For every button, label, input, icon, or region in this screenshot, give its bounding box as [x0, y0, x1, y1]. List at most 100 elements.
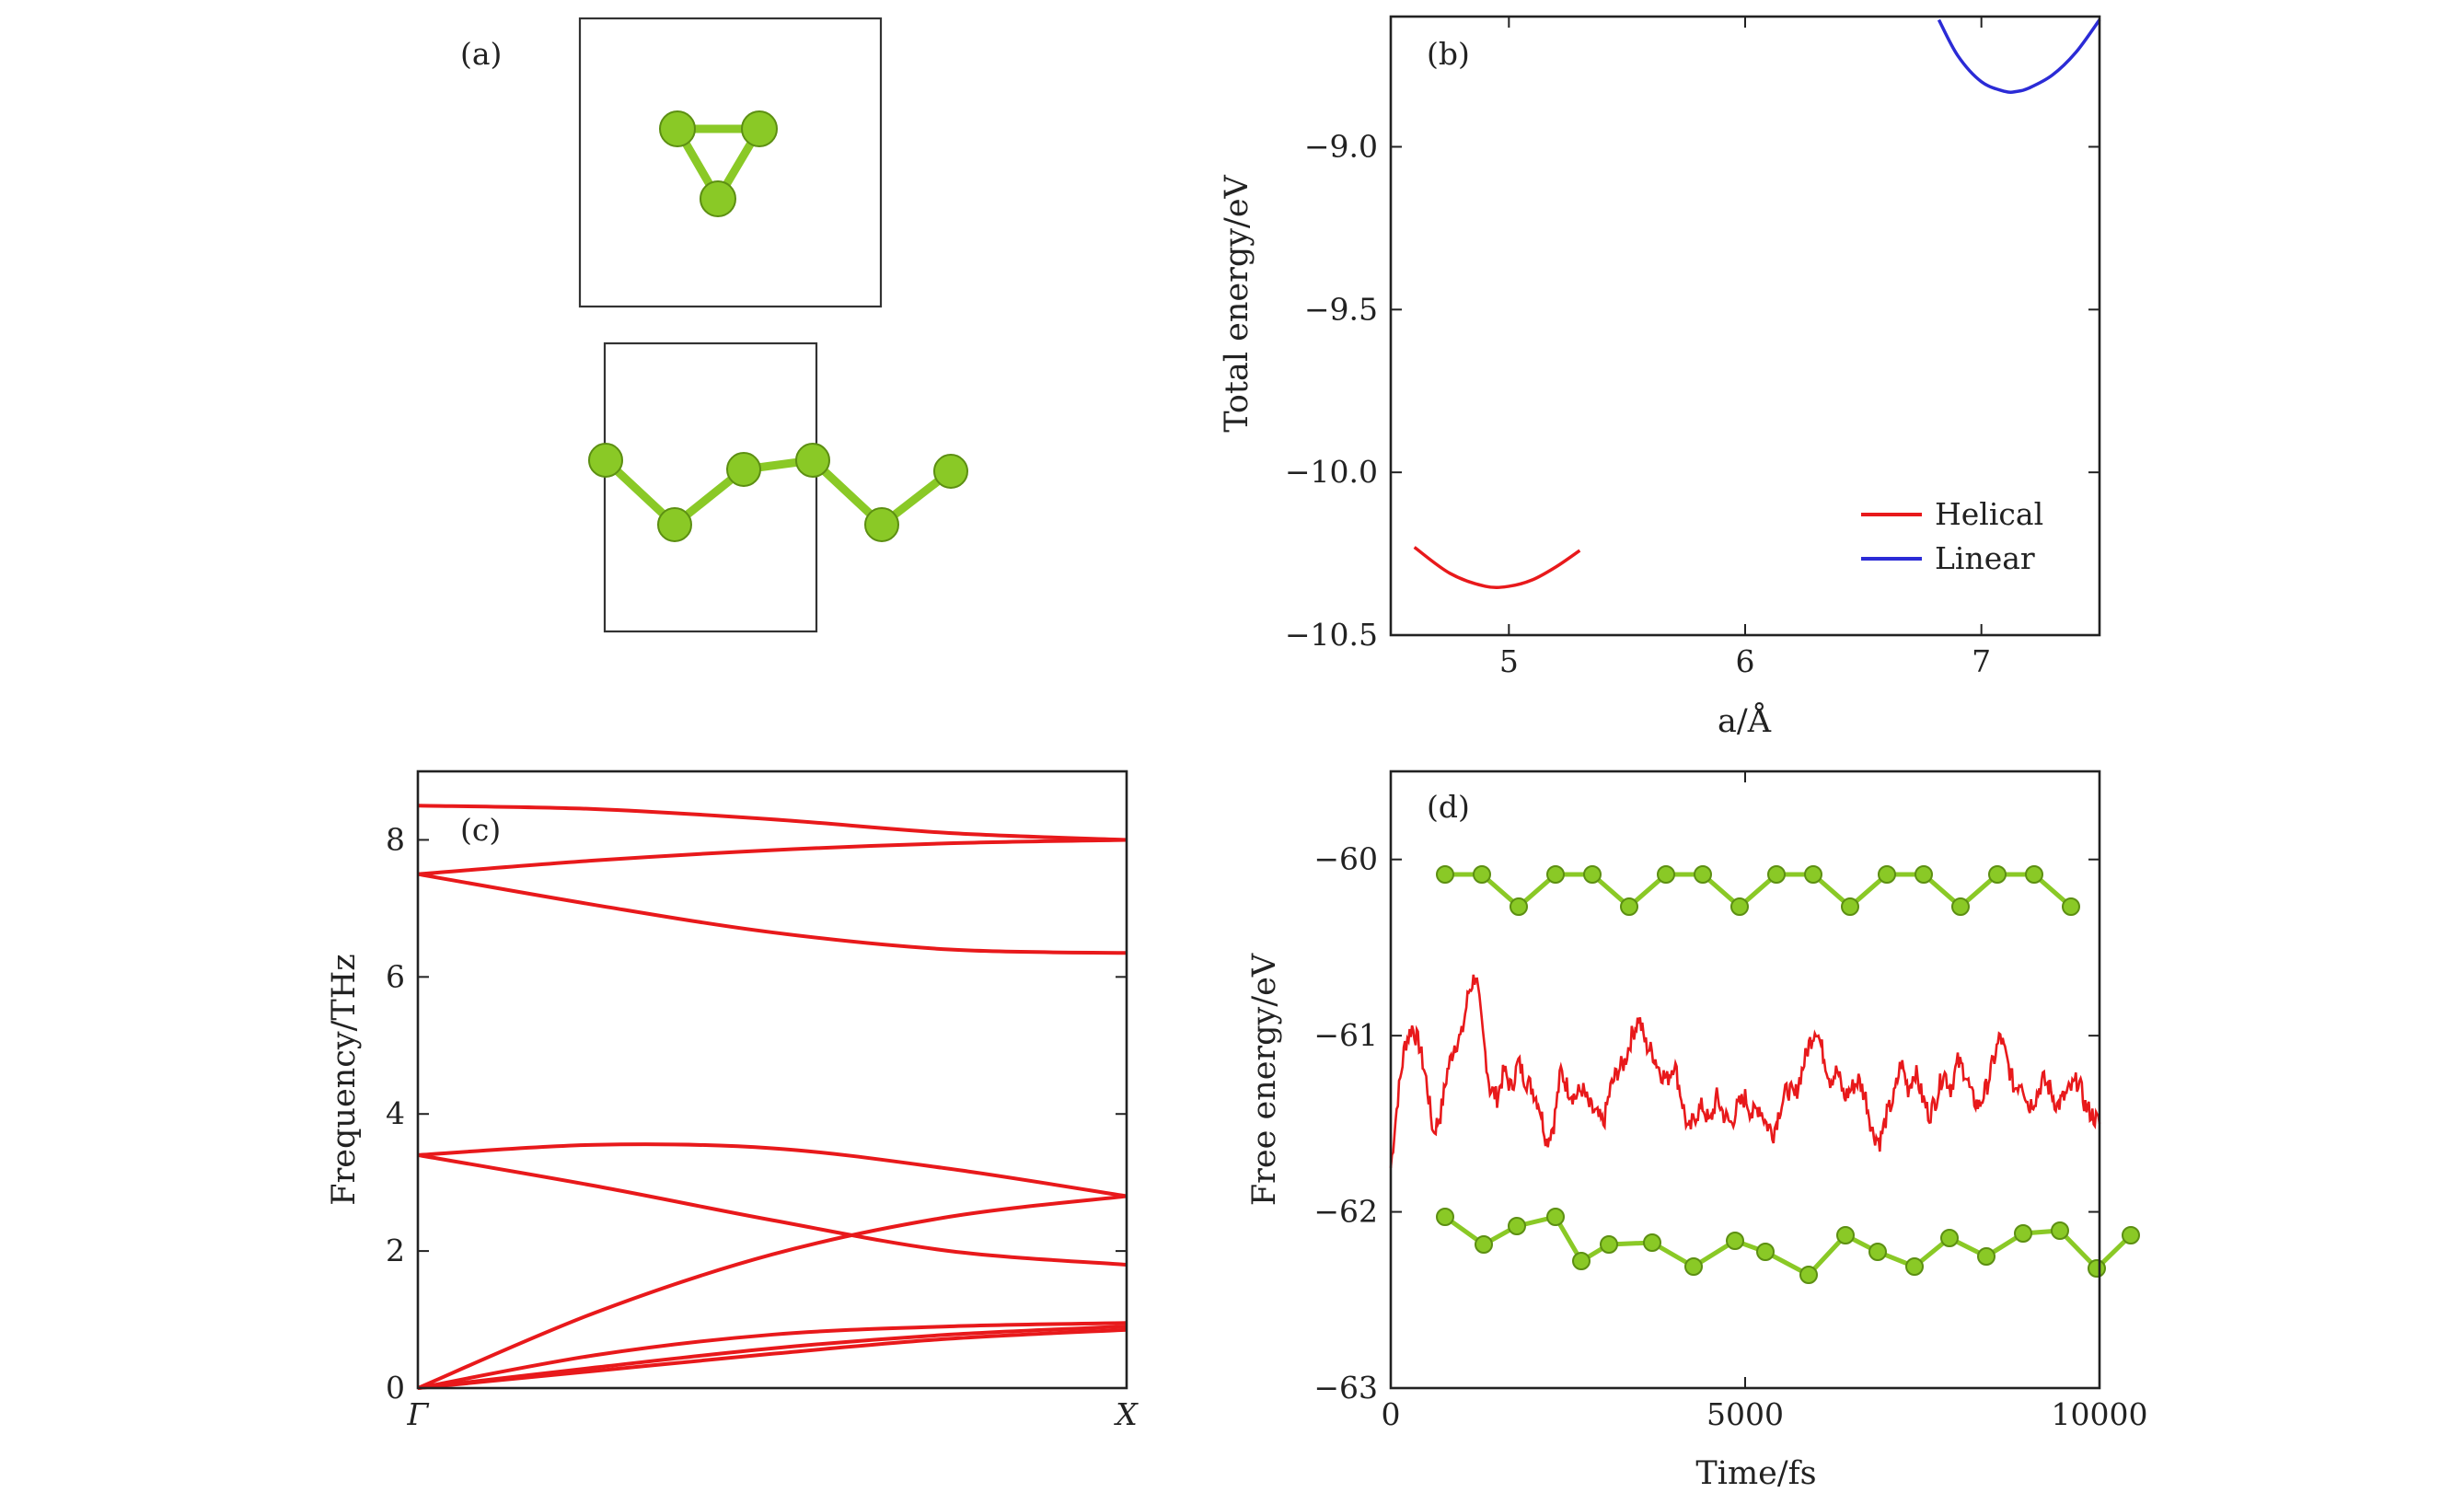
atom [1756, 1243, 1775, 1261]
panel-b: (b) 5 6 7 −10.5 −10.0 −9.5 −9.0 a/Å Total ener… [1219, 15, 2101, 740]
atom [1988, 865, 2007, 884]
panel-d-frame [1389, 770, 2101, 1390]
y-tick-label: 2 [386, 1233, 405, 1268]
y-tick-label: −60 [1313, 841, 1378, 877]
atom [726, 452, 761, 487]
phonon-band2 [417, 1325, 1128, 1390]
atom [1730, 897, 1749, 916]
atom [864, 507, 899, 542]
phonon-band7 [417, 872, 1128, 955]
panel-a: (a) [460, 17, 968, 633]
phonon-band8 [417, 838, 1128, 876]
atom [1583, 865, 1602, 884]
atom [2122, 1226, 2140, 1244]
x-tick-label: 6 [1736, 643, 1755, 679]
side-view-cell [603, 341, 818, 633]
atom [741, 110, 778, 147]
inset-chain-bottom [1443, 1214, 2133, 1279]
panel-c-ticks: Γ X 0 2 4 6 8 [386, 771, 1139, 1432]
atom [1657, 865, 1675, 884]
chain-bonds [1445, 872, 2073, 910]
atom [1836, 1226, 1855, 1244]
panel-d-ylabel: Free energy/eV [1246, 953, 1283, 1206]
atom [2025, 865, 2043, 884]
x-tick-label: 7 [1972, 643, 1991, 679]
atom [1510, 897, 1528, 916]
atom [588, 443, 623, 478]
y-tick-label: −9.0 [1304, 128, 1378, 164]
legend-helical-label: Helical [1935, 496, 2043, 532]
inset-chain-top [1445, 872, 2073, 910]
chain-bonds [602, 456, 954, 529]
y-tick-label: −61 [1313, 1017, 1378, 1053]
panel-b-series [1413, 18, 2101, 590]
y-tick-label: 4 [386, 1095, 405, 1131]
atom [1620, 897, 1638, 916]
panel-c-frame [416, 770, 1128, 1390]
x-tick-label: Γ [407, 1396, 430, 1432]
atom [1977, 1247, 1995, 1266]
atom [1799, 1266, 1818, 1284]
atom [1436, 865, 1454, 884]
y-tick-label: −10.5 [1285, 617, 1378, 653]
atom [1684, 1257, 1703, 1276]
phonon-band5 [417, 1152, 1128, 1267]
atom [1841, 897, 1859, 916]
atom [2062, 897, 2080, 916]
top-view-trimer [659, 110, 778, 217]
atom [1473, 865, 1491, 884]
series-line-linear [1937, 18, 2101, 95]
x-tick-label: 0 [1382, 1396, 1401, 1432]
atom [1546, 865, 1565, 884]
x-tick-label: X [1113, 1396, 1139, 1432]
x-tick-label: 5 [1499, 643, 1519, 679]
atom [1767, 865, 1786, 884]
legend-linear-label: Linear [1935, 540, 2035, 576]
x-tick-label: 5000 [1706, 1396, 1784, 1432]
series-line-helical [1413, 546, 1581, 590]
panel-d-label: (d) [1427, 789, 1470, 825]
panel-b-legend: Helical Linear [1861, 496, 2043, 576]
y-tick-label: 0 [386, 1370, 405, 1406]
side-view-chain [588, 443, 968, 542]
atom [1600, 1235, 1618, 1254]
atom [2088, 1259, 2106, 1278]
y-tick-label: 8 [386, 821, 405, 857]
atom [2014, 1224, 2032, 1243]
atom [1868, 1243, 1887, 1261]
panel-d: (d) 0 5000 10000 −63 −62 −61 −60 Time/fs Free … [1246, 770, 2148, 1492]
atom [1915, 865, 1933, 884]
y-tick-label: −63 [1313, 1370, 1378, 1406]
panel-b-frame [1389, 15, 2101, 637]
panel-b-ylabel: Total energy/eV [1219, 174, 1255, 432]
panel-d-xlabel: Time/fs [1695, 1455, 1816, 1492]
atom [1643, 1233, 1661, 1252]
atom [1878, 865, 1896, 884]
top-view-cell [578, 17, 883, 308]
atom [700, 180, 736, 217]
phonon-band6 [417, 1142, 1128, 1198]
atom [2051, 1221, 2069, 1240]
inset-atoms [1436, 865, 2140, 1284]
phonon-band9 [417, 804, 1128, 842]
atom [1694, 865, 1712, 884]
atom [659, 110, 696, 147]
panel-b-label: (b) [1427, 36, 1470, 72]
y-tick-label: 6 [386, 958, 405, 994]
atom [1940, 1229, 1959, 1247]
x-tick-label: 10000 [2052, 1396, 2148, 1432]
atom [1804, 865, 1822, 884]
atom [1436, 1208, 1454, 1226]
chain-bonds [1443, 1214, 2133, 1279]
panel-a-label: (a) [460, 36, 502, 72]
atom [1726, 1232, 1744, 1250]
atom [1572, 1252, 1591, 1270]
atom [933, 454, 968, 489]
panel-c-ylabel: Frequency/THz [326, 954, 363, 1205]
series-line-free-energy [1389, 974, 2101, 1169]
panel-c: (c) Γ X 0 2 4 6 8 Frequency/THz [326, 770, 1139, 1432]
panel-d-series [1389, 974, 2101, 1169]
phonon-band4 [417, 1194, 1128, 1390]
atom [1475, 1235, 1493, 1254]
